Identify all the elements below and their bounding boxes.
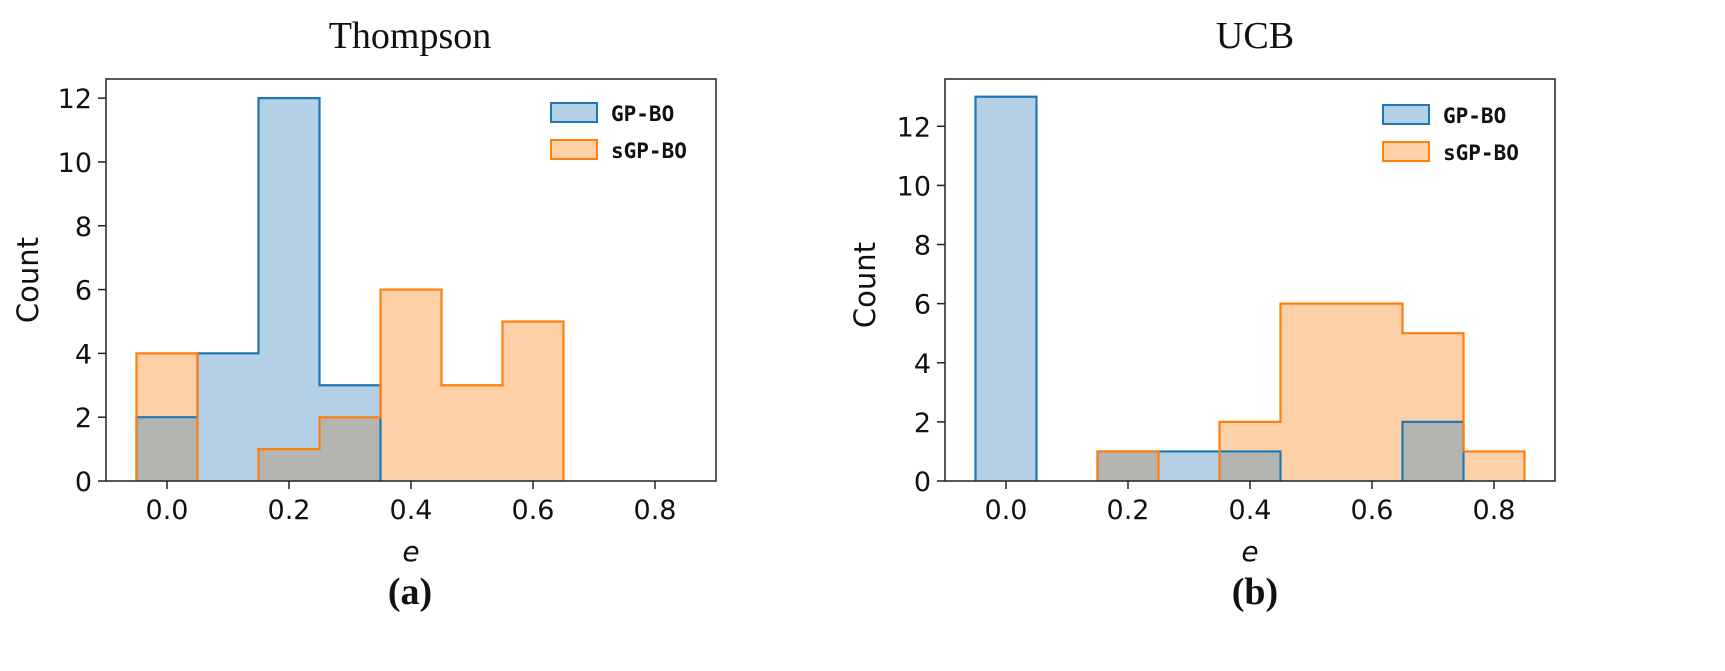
chart-title: Thompson: [329, 15, 492, 57]
y-tick-label: 10: [897, 171, 931, 202]
legend-swatch: [1382, 104, 1430, 125]
bar-sgp-bo: [441, 385, 503, 481]
x-tick-label: 0.4: [1229, 495, 1272, 526]
y-tick-label: 2: [75, 403, 92, 434]
legend-label: GP-BO: [1443, 104, 1506, 128]
bar-sgp-bo: [1463, 451, 1525, 481]
x-tick-label: 0.0: [146, 495, 189, 526]
chart-title: UCB: [1216, 15, 1294, 57]
x-tick-label: 0.2: [268, 495, 311, 526]
x-tick-label: 0.8: [634, 495, 677, 526]
y-tick-label: 12: [897, 112, 931, 143]
legend: GP-BO sGP-BO: [1382, 104, 1519, 165]
y-tick-label: 4: [75, 339, 92, 370]
bar-gp-bo: [258, 98, 320, 450]
bar-sgp-bo: [1280, 303, 1342, 481]
y-axis-label: Count: [11, 237, 45, 323]
bar-gp-bo: [319, 385, 381, 418]
x-axis-label: e: [402, 535, 419, 568]
bars-group: [136, 98, 564, 481]
bar-sgp-bo: [1219, 421, 1281, 452]
series-outline-gp-bo: [135, 97, 382, 481]
chart-panel-1: Thompson (a) 0.0 0.2 0.4 0.6 0.8 0 2 4 6 8 10 12 e Coun…: [11, 15, 717, 613]
x-tick-label: 0.8: [1473, 495, 1516, 526]
y-tick-label: 0: [914, 467, 931, 498]
panel-caption: (b): [1232, 571, 1278, 613]
y-tick-label: 0: [75, 467, 92, 498]
legend-swatch: [1382, 141, 1430, 162]
x-tick-label: 0.0: [985, 495, 1028, 526]
bar-overlap: [136, 417, 198, 481]
x-tick-label: 0.6: [1351, 495, 1394, 526]
legend-label: GP-BO: [611, 102, 674, 126]
series-outline-sgp-bo: [135, 288, 565, 481]
y-tick-label: 6: [914, 290, 931, 321]
legend-swatch: [550, 139, 598, 160]
series-outline-sgp-bo: [1096, 302, 1526, 481]
y-tick-label: 12: [58, 84, 92, 115]
bar-overlap: [1097, 451, 1159, 481]
legend-label: sGP-BO: [611, 139, 687, 163]
bar-overlap: [319, 417, 381, 481]
chart-panel-2: UCB (b) 0.0 0.2 0.4 0.6 0.8 0 2 4 6 8 10 12 e Count GP-B…: [848, 15, 1556, 613]
legend-label: sGP-BO: [1443, 141, 1519, 165]
bar-sgp-bo: [136, 353, 198, 418]
y-tick-label: 8: [75, 212, 92, 243]
y-tick-label: 10: [58, 148, 92, 179]
panel-caption: (a): [388, 571, 432, 613]
y-tick-label: 4: [914, 349, 931, 380]
bar-sgp-bo: [1402, 333, 1464, 422]
bar-overlap: [1219, 451, 1281, 481]
y-axis-label: Count: [848, 242, 882, 328]
bar-sgp-bo: [1341, 303, 1403, 481]
y-tick-label: 8: [914, 231, 931, 262]
bar-gp-bo: [1158, 451, 1220, 481]
bar-sgp-bo: [380, 289, 442, 481]
x-tick-label: 0.2: [1107, 495, 1150, 526]
y-tick-label: 6: [75, 276, 92, 307]
bar-overlap: [1402, 421, 1464, 481]
y-tick-label: 2: [914, 408, 931, 439]
x-axis-label: e: [1241, 535, 1258, 568]
legend: GP-BO sGP-BO: [550, 102, 687, 163]
x-tick-label: 0.6: [512, 495, 555, 526]
bar-gp-bo: [975, 96, 1037, 481]
bar-gp-bo: [197, 353, 259, 481]
bar-sgp-bo: [502, 321, 564, 481]
bar-overlap: [258, 449, 320, 481]
x-tick-label: 0.4: [390, 495, 433, 526]
legend-swatch: [550, 102, 598, 123]
bars-group: [975, 96, 1525, 481]
